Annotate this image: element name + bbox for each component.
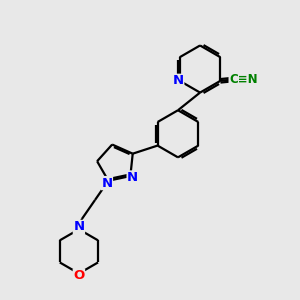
Text: N: N [73, 220, 85, 233]
Text: N: N [172, 74, 184, 87]
Text: N: N [127, 171, 138, 184]
Text: N: N [101, 177, 112, 190]
Text: O: O [73, 269, 85, 282]
Text: C≡N: C≡N [229, 73, 258, 86]
